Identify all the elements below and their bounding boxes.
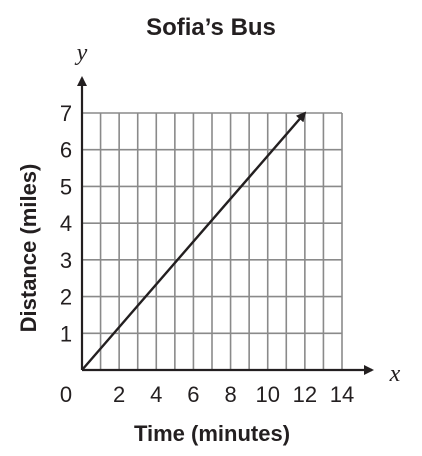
series-layer (81, 111, 307, 371)
series-line (81, 111, 307, 371)
x-tick-label: 2 (113, 382, 125, 407)
y-tick-label: 5 (60, 174, 72, 199)
y-tick-label: 2 (60, 285, 72, 310)
x-axis-label: Time (minutes) (134, 421, 290, 446)
x-tick-label: 12 (293, 382, 317, 407)
y-tick-labels: 1 2 3 4 5 6 7 (60, 101, 72, 346)
y-tick-label: 7 (60, 101, 72, 126)
y-tick-label: 3 (60, 248, 72, 273)
x-tick-label: 8 (224, 382, 236, 407)
x-tick-label: 14 (330, 382, 354, 407)
x-tick-label: 4 (150, 382, 162, 407)
y-tick-label: 4 (60, 211, 72, 236)
y-tick-label: 1 (60, 321, 72, 346)
chart-title: Sofia’s Bus (146, 14, 276, 41)
y-variable-label: y (75, 40, 88, 66)
x-tick-label: 10 (255, 382, 279, 407)
origin-label: 0 (60, 382, 72, 407)
x-tick-labels: 2 4 6 8 10 12 14 (113, 382, 354, 407)
x-tick-label: 6 (187, 382, 199, 407)
y-tick-label: 6 (60, 138, 72, 163)
grid (82, 112, 343, 370)
y-axis-label: Distance (miles) (16, 164, 41, 333)
x-variable-label: x (389, 361, 401, 387)
